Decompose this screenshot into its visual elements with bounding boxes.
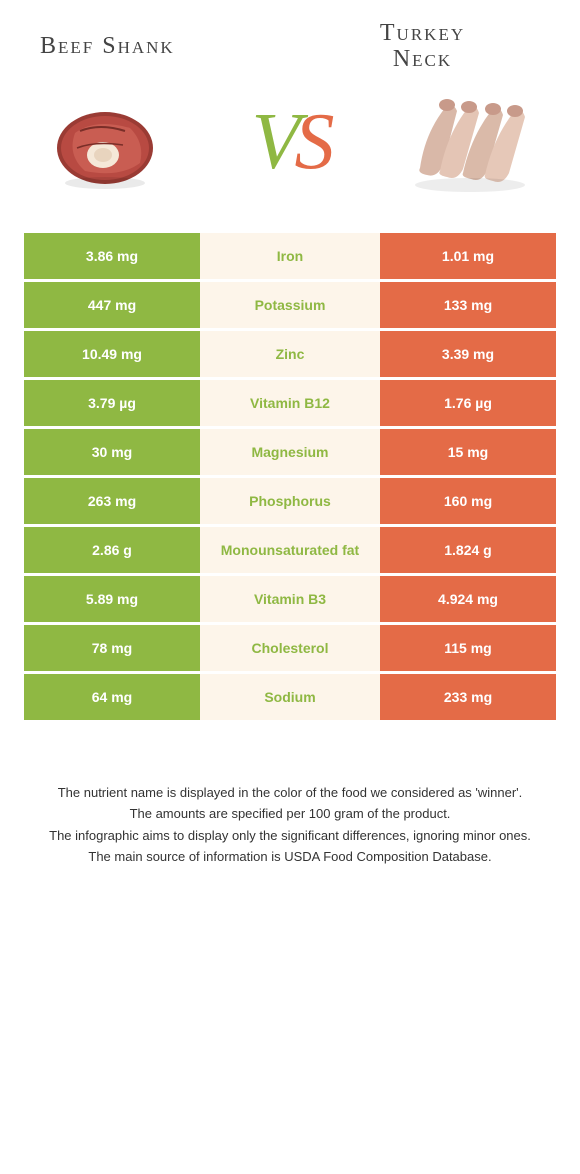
cell-right-value: 15 mg <box>380 429 556 475</box>
title-right-line1: Turkey <box>380 20 465 46</box>
table-row: 78 mgCholesterol115 mg <box>24 625 556 671</box>
cell-nutrient-label: Iron <box>200 233 380 279</box>
cell-nutrient-label: Potassium <box>200 282 380 328</box>
footer-notes: The nutrient name is displayed in the co… <box>0 723 580 909</box>
vs-label: VS <box>252 97 329 188</box>
cell-left-value: 447 mg <box>24 282 200 328</box>
infographic-container: Beef Shank Turkey Neck VS <box>0 0 580 909</box>
cell-left-value: 263 mg <box>24 478 200 524</box>
title-right-line2: Neck <box>393 46 452 72</box>
footer-line1: The nutrient name is displayed in the co… <box>40 783 540 803</box>
cell-left-value: 64 mg <box>24 674 200 720</box>
cell-nutrient-label: Phosphorus <box>200 478 380 524</box>
turkey-neck-image <box>390 83 550 203</box>
footer-line3: The infographic aims to display only the… <box>40 826 540 846</box>
header: Beef Shank Turkey Neck <box>0 0 580 83</box>
title-left: Beef Shank <box>30 33 295 60</box>
table-row: 64 mgSodium233 mg <box>24 674 556 720</box>
cell-right-value: 133 mg <box>380 282 556 328</box>
table-row: 263 mgPhosphorus160 mg <box>24 478 556 524</box>
cell-right-value: 233 mg <box>380 674 556 720</box>
cell-left-value: 78 mg <box>24 625 200 671</box>
cell-nutrient-label: Monounsaturated fat <box>200 527 380 573</box>
cell-left-value: 30 mg <box>24 429 200 475</box>
cell-nutrient-label: Cholesterol <box>200 625 380 671</box>
table-row: 3.86 mgIron1.01 mg <box>24 233 556 279</box>
cell-right-value: 3.39 mg <box>380 331 556 377</box>
hero-row: VS <box>0 83 580 233</box>
cell-right-value: 115 mg <box>380 625 556 671</box>
table-row: 30 mgMagnesium15 mg <box>24 429 556 475</box>
table-row: 3.79 µgVitamin B121.76 µg <box>24 380 556 426</box>
cell-left-value: 3.79 µg <box>24 380 200 426</box>
beef-shank-image <box>30 83 190 203</box>
cell-left-value: 5.89 mg <box>24 576 200 622</box>
title-right: Turkey Neck <box>295 20 550 73</box>
footer-line2: The amounts are specified per 100 gram o… <box>40 804 540 824</box>
cell-left-value: 2.86 g <box>24 527 200 573</box>
vs-s: S <box>294 98 328 186</box>
vs-v: V <box>252 98 295 186</box>
cell-nutrient-label: Zinc <box>200 331 380 377</box>
nutrient-table: 3.86 mgIron1.01 mg447 mgPotassium133 mg1… <box>24 233 556 720</box>
table-row: 447 mgPotassium133 mg <box>24 282 556 328</box>
cell-left-value: 10.49 mg <box>24 331 200 377</box>
cell-nutrient-label: Magnesium <box>200 429 380 475</box>
cell-nutrient-label: Vitamin B12 <box>200 380 380 426</box>
cell-right-value: 1.76 µg <box>380 380 556 426</box>
footer-line4: The main source of information is USDA F… <box>40 847 540 867</box>
cell-right-value: 160 mg <box>380 478 556 524</box>
cell-left-value: 3.86 mg <box>24 233 200 279</box>
cell-nutrient-label: Vitamin B3 <box>200 576 380 622</box>
table-row: 2.86 gMonounsaturated fat1.824 g <box>24 527 556 573</box>
table-row: 10.49 mgZinc3.39 mg <box>24 331 556 377</box>
cell-right-value: 4.924 mg <box>380 576 556 622</box>
cell-nutrient-label: Sodium <box>200 674 380 720</box>
table-row: 5.89 mgVitamin B34.924 mg <box>24 576 556 622</box>
cell-right-value: 1.01 mg <box>380 233 556 279</box>
cell-right-value: 1.824 g <box>380 527 556 573</box>
